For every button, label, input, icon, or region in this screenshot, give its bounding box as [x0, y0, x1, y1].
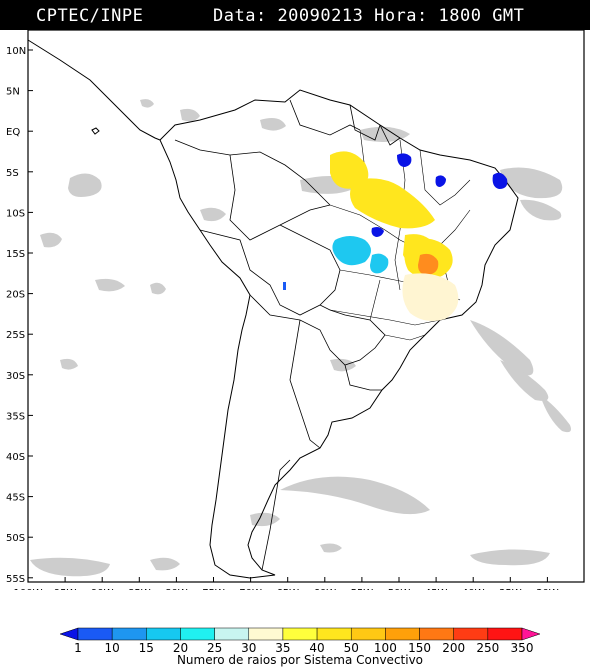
legend-swatch [385, 627, 420, 641]
legend-threshold-label: 100 [374, 641, 397, 655]
legend-swatch [282, 627, 318, 641]
legend: 1 10 15 20 25 30 35 40 50 100 150 200 250 350 Numero … [59, 627, 541, 667]
lat-tick-label: 55S [6, 574, 25, 585]
lat-tick-label: 10N [6, 46, 26, 57]
legend-threshold-label: 50 [344, 641, 359, 655]
country-borders [174, 99, 401, 571]
lon-tick-label: 60W [313, 588, 336, 590]
legend-caption: Numero de raios por Sistema Convectivo [177, 653, 423, 667]
lon-tick-label: 95W [54, 588, 77, 590]
legend-threshold-label: 200 [442, 641, 465, 655]
lat-tick-label: 35S [6, 411, 25, 422]
cloud-cover [30, 99, 571, 577]
hour-value: 1800 GMT [438, 6, 525, 26]
legend-threshold-label: 10 [105, 641, 120, 655]
map-header: CPTEC/INPE Data: 20090213 Hora: 1800 GMT [0, 0, 590, 30]
lon-tick-label: 70W [239, 588, 262, 590]
lon-tick-label: 75W [202, 588, 225, 590]
lon-tick-label: 65W [276, 588, 299, 590]
legend-swatch [521, 627, 541, 641]
central-america-outline [27, 39, 161, 141]
legend-swatch [316, 627, 352, 641]
legend-swatch [419, 627, 454, 641]
lon-tick-label: 50W [388, 588, 411, 590]
timestamp-label: Data: 20090213 Hora: 1800 GMT [213, 6, 524, 26]
lat-tick-label: EQ [6, 127, 20, 138]
legend-swatch [59, 627, 79, 641]
legend-threshold-label: 25 [207, 641, 222, 655]
system-amazon-central [350, 178, 435, 229]
legend-threshold-label: 40 [309, 641, 324, 655]
legend-threshold-label: 1 [74, 641, 82, 655]
legend-swatch [146, 627, 181, 641]
legend-swatch [111, 627, 147, 641]
system-minas-pale [402, 273, 459, 321]
lat-tick-label: 15S [6, 249, 25, 260]
date-value: 20090213 [277, 6, 364, 26]
lat-tick-label: 20S [6, 290, 25, 301]
legend-thresholds: 1 10 15 20 25 30 35 40 50 100 150 200 250 350 [74, 641, 533, 655]
legend-swatch [487, 627, 523, 641]
agency-label: CPTEC/INPE [36, 6, 144, 26]
lon-tick-label: 55W [351, 588, 374, 590]
system-bahia-orange [418, 253, 439, 275]
legend-swatch [180, 627, 215, 641]
lat-tick-label: 5N [6, 87, 20, 98]
legend-colorbar [59, 627, 541, 641]
lat-tick-label: 30S [6, 371, 25, 382]
legend-threshold-label: 20 [173, 641, 188, 655]
map-frame [27, 30, 585, 583]
convective-systems [283, 151, 508, 321]
lat-tick-label: 10S [6, 208, 25, 219]
system-northeast-blue-3 [492, 172, 508, 189]
legend-threshold-label: 150 [408, 641, 431, 655]
lat-tick-label: 25S [6, 330, 25, 341]
date-prefix: Data: [213, 6, 267, 26]
lat-tick-label: 50S [6, 533, 25, 544]
latitude-axis: 10N 5N EQ 5S 10S 15S 20S 25S 30S 35S 40S 45S 50S 55S [6, 46, 33, 585]
longitude-axis: 100W 95W 90W 85W 80W 75W 70W 65W 60W 55W 50W 45W 40W… [14, 577, 559, 590]
system-northeast-blue-1 [397, 153, 412, 167]
lon-tick-label: 80W [165, 588, 188, 590]
lon-tick-label: 35W [499, 588, 522, 590]
legend-swatch [248, 627, 284, 641]
lon-tick-label: 30W [536, 588, 559, 590]
legend-threshold-label: 30 [241, 641, 256, 655]
hour-prefix: Hora: [374, 6, 428, 26]
system-central-cyan [332, 236, 371, 266]
lat-tick-label: 5S [6, 168, 19, 179]
system-central-blue [371, 227, 384, 237]
legend-swatch [350, 627, 386, 641]
lon-tick-label: 40W [462, 588, 485, 590]
south-america-outline [159, 89, 519, 579]
system-bolivia-blue [283, 282, 286, 290]
system-northeast-blue-2 [435, 175, 446, 187]
coastlines [27, 39, 519, 579]
legend-threshold-label: 35 [275, 641, 290, 655]
lat-tick-label: 40S [6, 452, 25, 463]
lat-tick-label: 45S [6, 493, 25, 504]
galapagos [91, 127, 100, 135]
lon-tick-label: 90W [91, 588, 114, 590]
system-central-cyan-2 [370, 253, 389, 274]
lon-tick-label: 85W [128, 588, 151, 590]
legend-swatch [77, 627, 113, 641]
legend-swatch [453, 627, 489, 641]
lon-tick-label: 45W [425, 588, 448, 590]
legend-threshold-label: 15 [139, 641, 154, 655]
legend-threshold-label: 250 [476, 641, 499, 655]
legend-swatch [214, 627, 250, 641]
lightning-map: 10N5NEQ5S10S15S20S25S30S35S40S45S50S55S … [6, 30, 585, 590]
lon-tick-label: 100W [14, 588, 43, 590]
legend-threshold-label: 350 [511, 641, 534, 655]
